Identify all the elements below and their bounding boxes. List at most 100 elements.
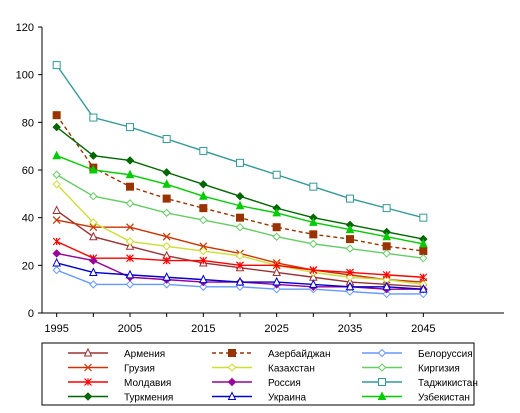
- legend-item: Азербайджан: [212, 348, 331, 360]
- data-point: [125, 156, 135, 165]
- data-point: [89, 231, 98, 241]
- legend-item: Узбекистан: [362, 391, 470, 404]
- legend-item: Молдавия: [68, 378, 171, 389]
- data-point: [162, 208, 171, 218]
- legend-marker: [84, 378, 92, 386]
- data-point: [236, 261, 244, 270]
- data-point: [272, 223, 281, 232]
- x-tick-label: 2045: [411, 323, 435, 335]
- data-point: [126, 182, 134, 191]
- data-point: [199, 180, 208, 189]
- data-point: [162, 272, 171, 281]
- data-point: [89, 113, 98, 122]
- y-tick-label: 20: [22, 260, 34, 272]
- data-point: [52, 150, 61, 160]
- data-point: [52, 111, 61, 120]
- data-point: [125, 237, 135, 246]
- data-point: [162, 168, 171, 177]
- data-point: [382, 289, 391, 299]
- data-point: [382, 242, 391, 251]
- data-point: [52, 216, 61, 224]
- data-point: [52, 257, 61, 267]
- legend-label: Таджикистан: [418, 378, 478, 389]
- legend-item: Грузия: [68, 364, 155, 375]
- data-point: [199, 256, 208, 265]
- legend-label: Молдавия: [124, 378, 171, 389]
- data-point: [52, 249, 61, 258]
- data-point: [272, 232, 281, 241]
- data-point: [382, 270, 391, 279]
- data-point: [162, 232, 171, 241]
- data-point: [346, 235, 354, 244]
- plot-area: 0 20 40 60 80 100 120 1995 2005 2015 2025 2035 2045: [16, 22, 504, 335]
- y-tick-label: 0: [28, 308, 34, 320]
- legend-item: Казахстан: [212, 363, 315, 375]
- data-point: [125, 280, 135, 289]
- legend-item: Армения: [68, 347, 165, 360]
- series-6: [52, 170, 428, 263]
- data-point: [52, 180, 61, 189]
- data-point: [236, 213, 244, 222]
- y-tick-label: 100: [16, 70, 34, 82]
- x-tick-label: 2015: [191, 323, 215, 335]
- x-tick-label: 2035: [338, 323, 362, 335]
- data-point: [346, 268, 354, 277]
- series-11: [52, 257, 428, 293]
- data-point: [52, 265, 61, 275]
- data-point: [199, 274, 208, 284]
- data-point: [89, 256, 98, 265]
- data-point: [345, 273, 355, 282]
- data-point: [199, 204, 208, 213]
- data-point: [126, 223, 134, 232]
- data-point: [382, 231, 391, 241]
- data-point: [272, 207, 281, 217]
- data-point: [382, 281, 391, 291]
- data-point: [199, 242, 208, 251]
- data-point: [89, 280, 98, 289]
- data-point: [419, 238, 428, 248]
- legend-label: Туркмения: [124, 393, 173, 404]
- data-point: [89, 223, 98, 232]
- data-point: [272, 284, 281, 294]
- data-point: [52, 237, 61, 246]
- data-point: [309, 182, 318, 191]
- data-point: [309, 279, 318, 288]
- legend-item: Киргизия: [362, 363, 460, 375]
- data-point: [419, 213, 428, 222]
- data-point: [235, 222, 245, 232]
- data-point: [162, 179, 171, 188]
- data-point: [89, 218, 98, 227]
- y-tick-label: 120: [16, 22, 34, 34]
- data-point: [346, 194, 354, 203]
- data-point: [272, 170, 281, 179]
- data-point: [345, 281, 355, 291]
- series-line: [56, 126, 424, 240]
- data-point: [89, 192, 98, 201]
- data-point: [125, 241, 135, 250]
- series-12: [52, 150, 428, 248]
- data-point: [236, 158, 244, 167]
- legend-item: Украина: [212, 391, 307, 404]
- series-3: [52, 265, 428, 299]
- data-point: [199, 191, 208, 200]
- data-point: [345, 244, 355, 253]
- data-point: [199, 246, 208, 256]
- legend-marker: [83, 347, 93, 357]
- data-point: [126, 254, 134, 263]
- legend-label: Узбекистан: [418, 392, 470, 404]
- data-point: [272, 261, 281, 270]
- legend-marker: [228, 349, 236, 357]
- data-point: [235, 192, 245, 201]
- data-point: [162, 256, 171, 265]
- y-tick-label: 60: [22, 165, 34, 177]
- data-point: [235, 200, 245, 210]
- legend-marker: [377, 348, 387, 358]
- data-point: [162, 242, 171, 251]
- legend-item: Россия: [212, 377, 301, 389]
- legend-item: Таджикистан: [362, 378, 478, 389]
- data-point: [419, 284, 428, 293]
- data-point: [235, 276, 245, 286]
- data-point: [125, 269, 135, 279]
